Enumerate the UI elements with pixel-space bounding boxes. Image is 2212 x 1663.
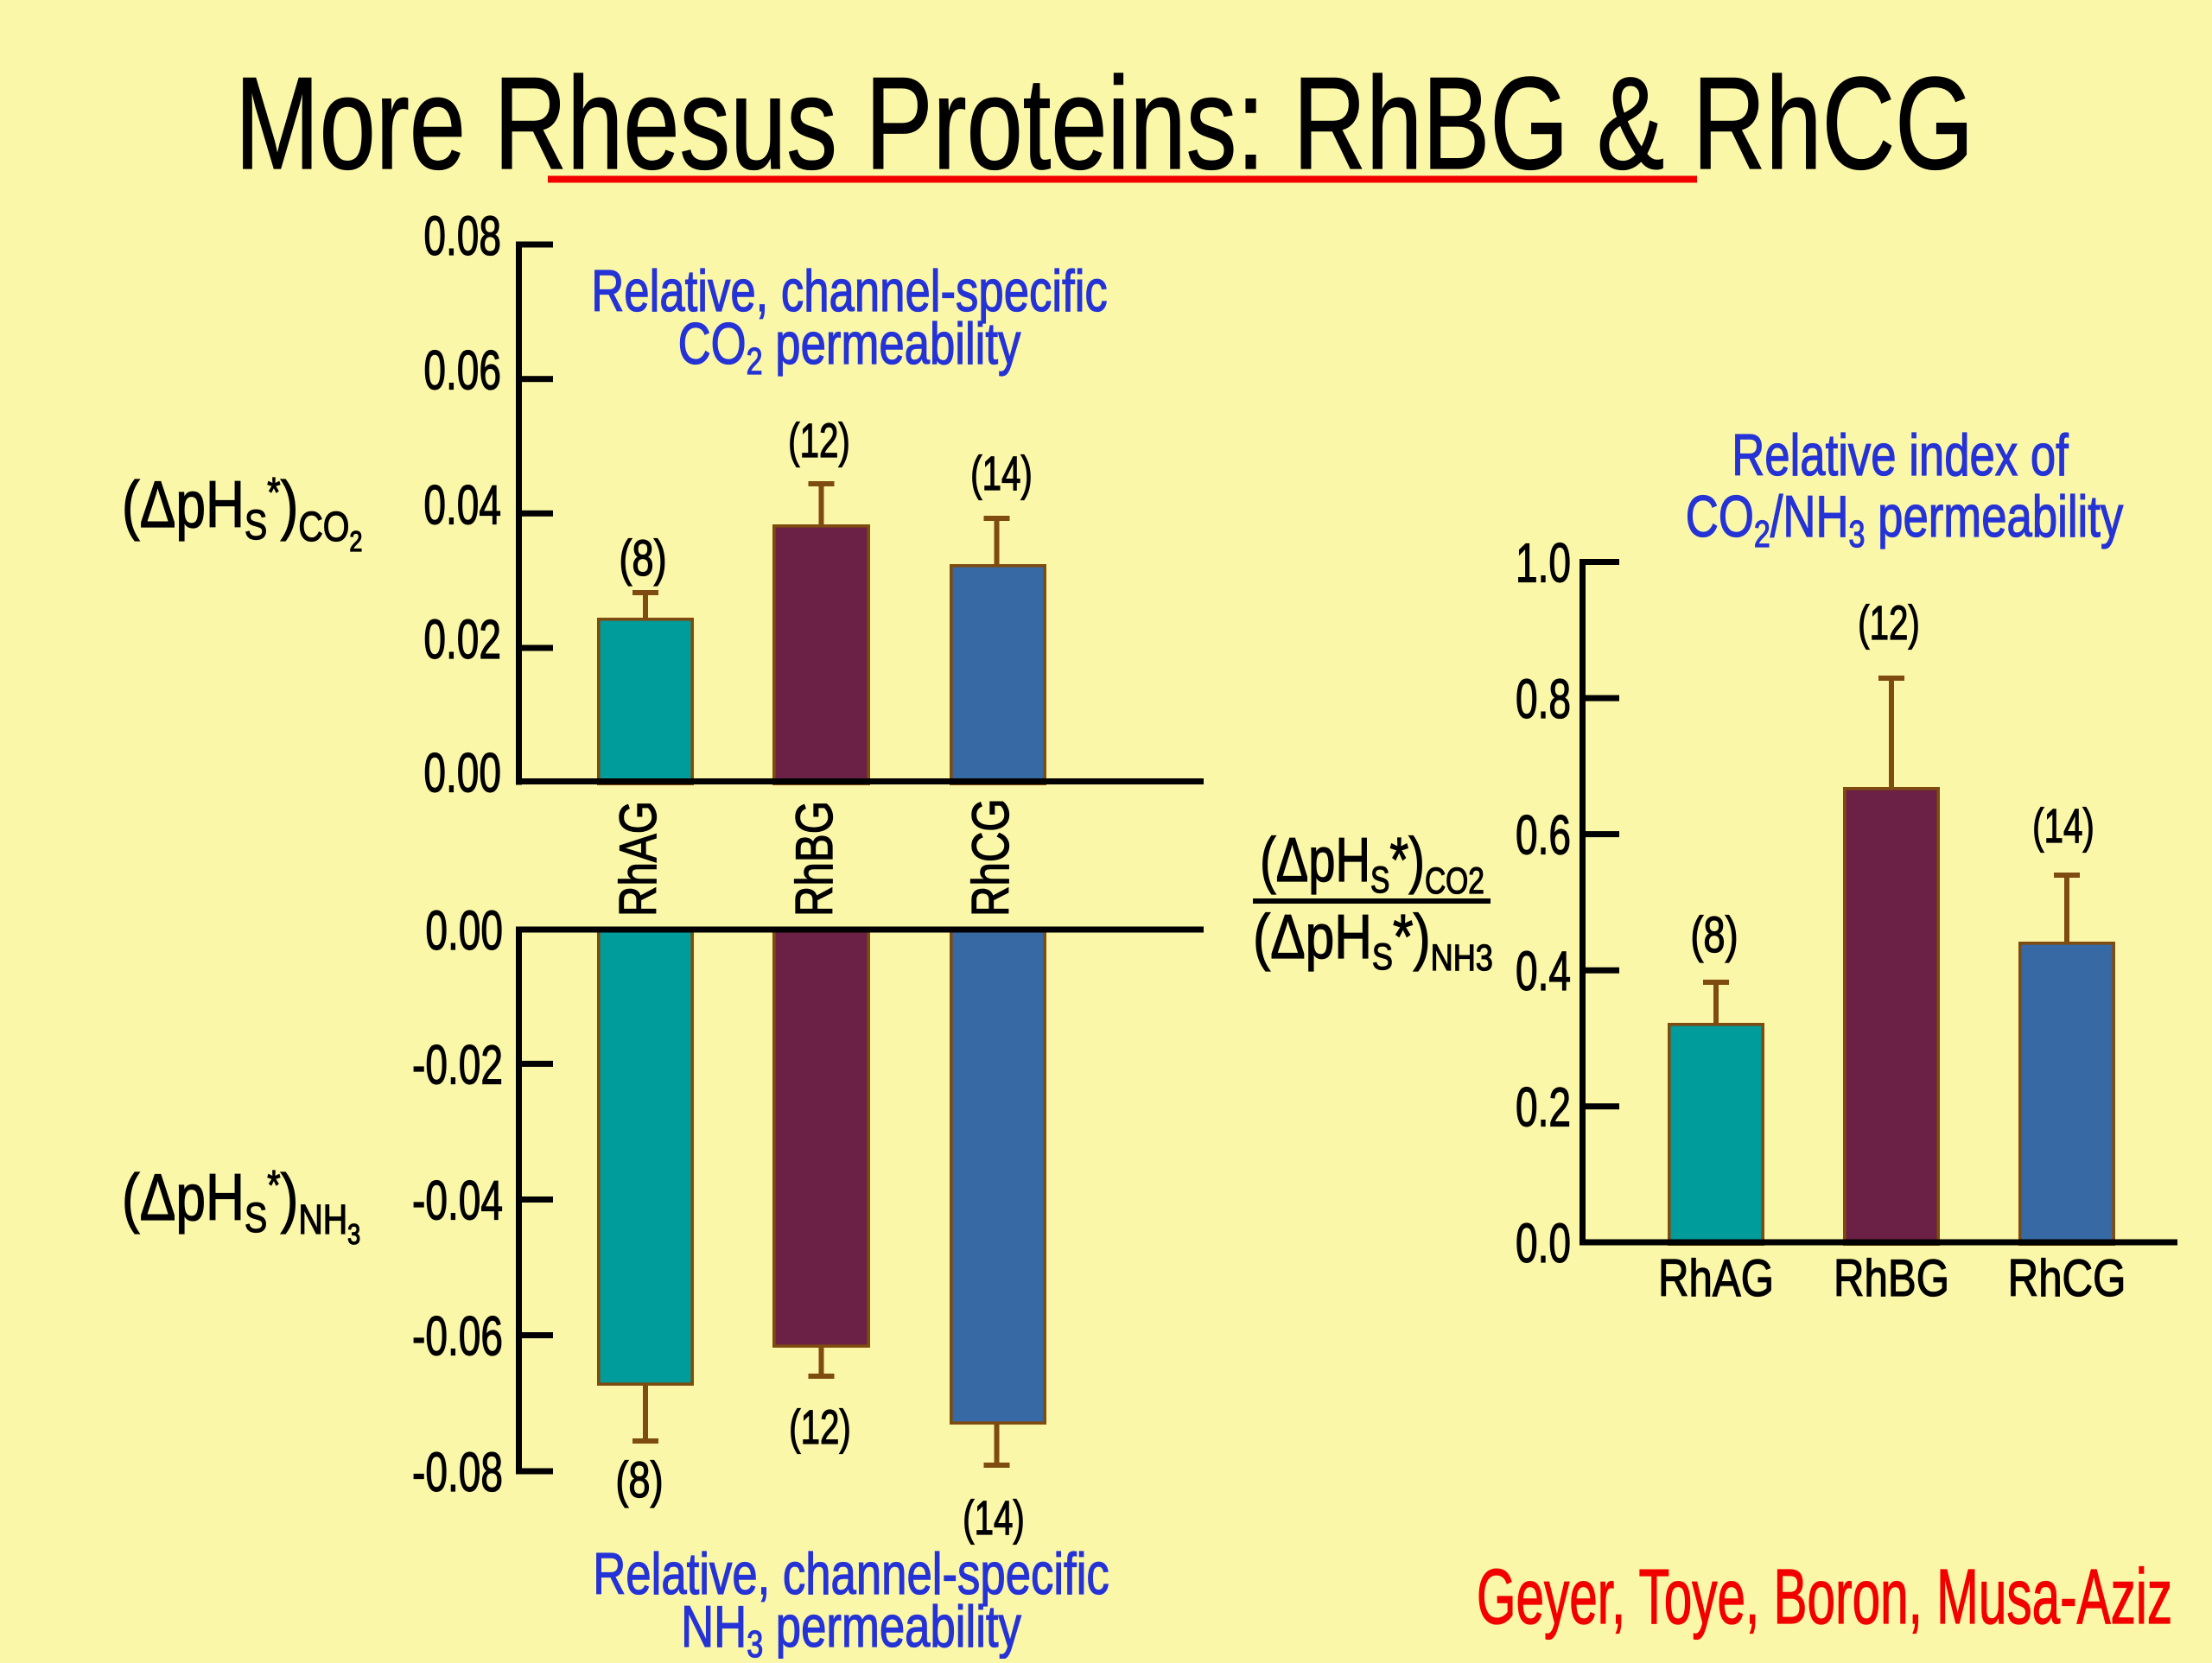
svg-text:(12): (12)	[788, 415, 850, 468]
svg-text:0.04: 0.04	[423, 474, 501, 536]
svg-text:More Rhesus Proteins: RhBG & R: More Rhesus Proteins: RhBG & RhCG	[235, 49, 1974, 196]
svg-text:0.0: 0.0	[1516, 1213, 1571, 1274]
svg-text:(8): (8)	[615, 1453, 663, 1509]
svg-text:RhCG: RhCG	[961, 798, 1020, 917]
svg-text:-0.04: -0.04	[412, 1170, 503, 1231]
svg-text:0.6: 0.6	[1516, 804, 1571, 866]
svg-text:RhAG: RhAG	[1658, 1248, 1774, 1307]
svg-text:-0.08: -0.08	[412, 1442, 503, 1503]
svg-text:Relative, channel-specific: Relative, channel-specific	[591, 258, 1108, 324]
svg-text:RhBG: RhBG	[785, 801, 843, 917]
svg-text:(14): (14)	[970, 447, 1033, 501]
svg-text:0.08: 0.08	[423, 206, 501, 267]
svg-text:Relative, channel-specific: Relative, channel-specific	[593, 1541, 1109, 1607]
svg-text:0.00: 0.00	[425, 900, 503, 962]
svg-text:0.02: 0.02	[423, 609, 501, 670]
svg-text:-0.06: -0.06	[412, 1305, 503, 1367]
svg-text:0.4: 0.4	[1516, 941, 1571, 1002]
svg-text:RhBG: RhBG	[1834, 1248, 1949, 1307]
svg-text:RhCG: RhCG	[2008, 1248, 2126, 1307]
svg-text:(12): (12)	[789, 1401, 851, 1455]
svg-text:Geyer, Toye, Boron, Musa-Aziz: Geyer, Toye, Boron, Musa-Aziz	[1477, 1553, 2172, 1641]
svg-text:-0.02: -0.02	[412, 1034, 503, 1095]
svg-text:CO2/NH3 permeability: CO2/NH3 permeability	[1686, 484, 2124, 556]
svg-text:RhAG: RhAG	[608, 801, 667, 917]
svg-text:CO2 permeability: CO2 permeability	[678, 311, 1021, 384]
svg-text:NH3 permeability: NH3 permeability	[681, 1594, 1021, 1659]
svg-text:0.06: 0.06	[423, 340, 501, 401]
svg-text:0.8: 0.8	[1516, 669, 1571, 730]
svg-text:(14): (14)	[2032, 800, 2094, 854]
svg-text:(8): (8)	[1690, 908, 1738, 964]
svg-text:0.00: 0.00	[423, 742, 501, 803]
svg-text:1.0: 1.0	[1516, 532, 1571, 593]
svg-text:(12): (12)	[1858, 597, 1920, 651]
svg-text:(14): (14)	[963, 1492, 1025, 1546]
svg-text:(8): (8)	[619, 531, 666, 587]
svg-text:0.2: 0.2	[1516, 1076, 1571, 1138]
svg-text:Relative index of: Relative index of	[1732, 422, 2069, 488]
